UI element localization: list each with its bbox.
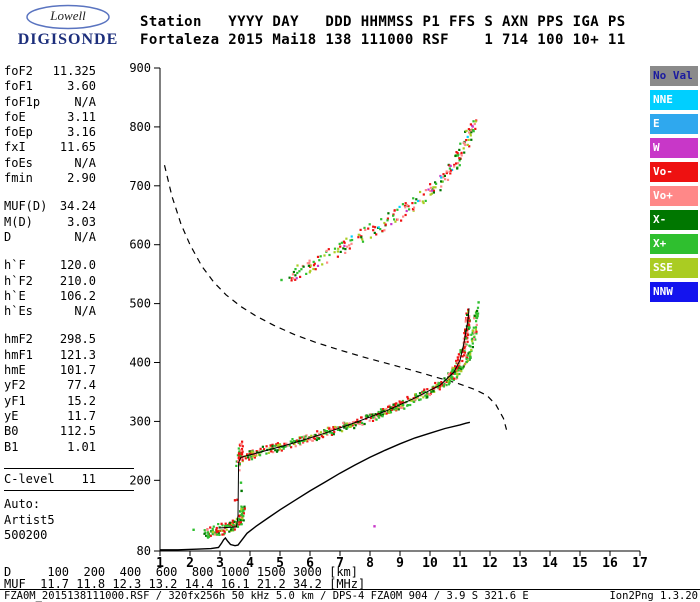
header-line-2: Fortaleza 2015 Mai18 138 111000 RSF 1 71… (140, 32, 626, 48)
logo-digisonde-text: DIGISONDE (17, 31, 119, 48)
footer: FZA0M_2015138111000.RSF / 320fx256h 50 k… (4, 589, 698, 602)
param-group: hmF2 298.5 hmF1 121.3 hmE 101.7 yF2 77.4 yF1 15.2… (4, 332, 134, 454)
legend-item-vo+: Vo+ (650, 186, 698, 206)
param-row-hf: h`F 120.0 (4, 258, 96, 273)
param-row-hmf1: hmF1 121.3 (4, 347, 96, 362)
svg-text:3: 3 (216, 556, 224, 571)
svg-text:800: 800 (129, 120, 151, 134)
param-row-he: h`E 106.2 (4, 288, 96, 303)
clevel-label: C-level (4, 471, 55, 486)
svg-text:15: 15 (572, 556, 588, 571)
param-row-fof1: foF1 3.60 (4, 79, 96, 94)
svg-text:14: 14 (542, 556, 558, 571)
param-row-clevel: C-level 11 (4, 472, 96, 487)
svg-text:12: 12 (482, 556, 498, 571)
legend-item-e: E (650, 114, 698, 134)
param-row-hf2: h`F2 210.0 (4, 273, 96, 288)
svg-text:4: 4 (246, 556, 254, 571)
svg-text:7: 7 (336, 556, 344, 571)
param-row-fxi: fxI 11.65 (4, 140, 96, 155)
legend-item-x+: X+ (650, 234, 698, 254)
legend-item-w: W (650, 138, 698, 158)
param-row-yf1: yF1 15.2 (4, 393, 96, 408)
header-line-1: Station YYYY DAY DDD HHMMSS P1 FFS S AXN… (140, 14, 626, 30)
param-row-hmf2: hmF2 298.5 (4, 332, 96, 347)
param-row-fof1p: foF1p N/A (4, 94, 96, 109)
logo-ellipse-icon (26, 4, 110, 30)
param-row-foe: foE 3.11 (4, 109, 96, 124)
svg-text:80: 80 (137, 544, 151, 558)
param-row-hes: h`Es N/A (4, 304, 96, 319)
svg-text:300: 300 (129, 414, 151, 428)
svg-text:5: 5 (276, 556, 284, 571)
autoscaling-info: Auto: Artist5 500200 (4, 497, 134, 544)
footer-divider (0, 589, 700, 590)
param-row-yf2: yF2 77.4 (4, 378, 96, 393)
muf-table-muf-row: MUF 11.7 11.8 12.3 13.2 14.4 16.1 21.2 3… (4, 577, 366, 591)
svg-text:700: 700 (129, 179, 151, 193)
svg-text:16: 16 (602, 556, 618, 571)
param-row-mufd: MUF(D) 34.24 (4, 199, 96, 214)
param-row-foes: foEs N/A (4, 155, 96, 170)
legend-item-sse: SSE (650, 258, 698, 278)
svg-text:400: 400 (129, 356, 151, 370)
param-row-d: D N/A (4, 229, 96, 244)
footer-version: Ion2Png 1.3.20 (609, 589, 698, 602)
svg-text:1: 1 (156, 556, 164, 571)
svg-text:10: 10 (422, 556, 438, 571)
parameter-panel: foF2 11.325 foF1 3.60 foF1p N/A foE 3.11 foEp 3.1… (4, 64, 134, 544)
doppler-legend: No Val NNE E W Vo- Vo+ X- X+ SSE NNW (650, 66, 698, 306)
panel-rule (4, 467, 134, 469)
artist-fitted-trace (218, 308, 470, 529)
param-row-fmin: fmin 2.90 (4, 171, 96, 186)
legend-item-noval: No Val (650, 66, 698, 86)
legend-item-vo-: Vo- (650, 162, 698, 182)
param-row-foep: foEp 3.16 (4, 125, 96, 140)
svg-text:9: 9 (396, 556, 404, 571)
clevel-value: 11 (81, 471, 96, 486)
autoscaling-line: Auto: (4, 497, 41, 512)
muf-table-d-row: D 100 200 400 600 800 1000 1500 3000 [km… (4, 565, 359, 579)
logo-lowell-text: Lowell (50, 8, 86, 23)
param-row-fof2: foF2 11.325 (4, 64, 96, 78)
parameter-groups: foF2 11.325 foF1 3.60 foF1p N/A foE 3.11 foEp 3.1… (4, 64, 134, 455)
legend-item-nne: NNE (650, 90, 698, 110)
param-row-b1: B1 1.01 (4, 439, 96, 454)
svg-text:600: 600 (129, 238, 151, 252)
footer-file-info: FZA0M_2015138111000.RSF / 320fx256h 50 k… (4, 589, 529, 602)
svg-text:2: 2 (186, 556, 194, 571)
muf-transmission-curve (163, 165, 508, 430)
param-row-md: M(D) 3.03 (4, 214, 96, 229)
param-group: h`F 120.0 h`F2 210.0 h`E 106.2 h`Es N/A (4, 258, 134, 319)
svg-text:500: 500 (129, 297, 151, 311)
svg-text:13: 13 (512, 556, 528, 571)
svg-text:200: 200 (129, 473, 151, 487)
y-axis-ticks: 80 200 300 400 500 600 700 800 900 (129, 61, 160, 558)
muf-table: D 100 200 400 600 800 1000 1500 3000 [km… (4, 566, 365, 590)
legend-item-x-: X- (650, 210, 698, 230)
svg-text:900: 900 (129, 61, 151, 75)
param-row-b0: B0 112.5 (4, 424, 96, 439)
autoscaling-line: 500200 (4, 528, 48, 543)
axes (159, 68, 640, 552)
svg-text:8: 8 (366, 556, 374, 571)
param-row-ye: yE 11.7 (4, 408, 96, 423)
autoscaling-line: Artist5 (4, 512, 55, 527)
lowell-digisonde-logo: Lowell DIGISONDE (8, 4, 128, 49)
svg-text:6: 6 (306, 556, 314, 571)
true-height-profile-curve (160, 421, 471, 551)
param-group: MUF(D) 34.24 M(D) 3.03 D N/A (4, 199, 134, 245)
legend-item-nnw: NNW (650, 282, 698, 302)
panel-rule (4, 490, 134, 492)
svg-text:17: 17 (632, 556, 648, 571)
param-group: foF2 11.325 foF1 3.60 foF1p N/A foE 3.11 foEp 3.1… (4, 64, 134, 186)
x-axis-ticks: 1 2 3 4 5 6 7 8 9 10 11 12 13 14 15 16 17 (156, 551, 648, 571)
param-row-hme: hmE 101.7 (4, 363, 96, 378)
svg-text:11: 11 (452, 556, 468, 571)
